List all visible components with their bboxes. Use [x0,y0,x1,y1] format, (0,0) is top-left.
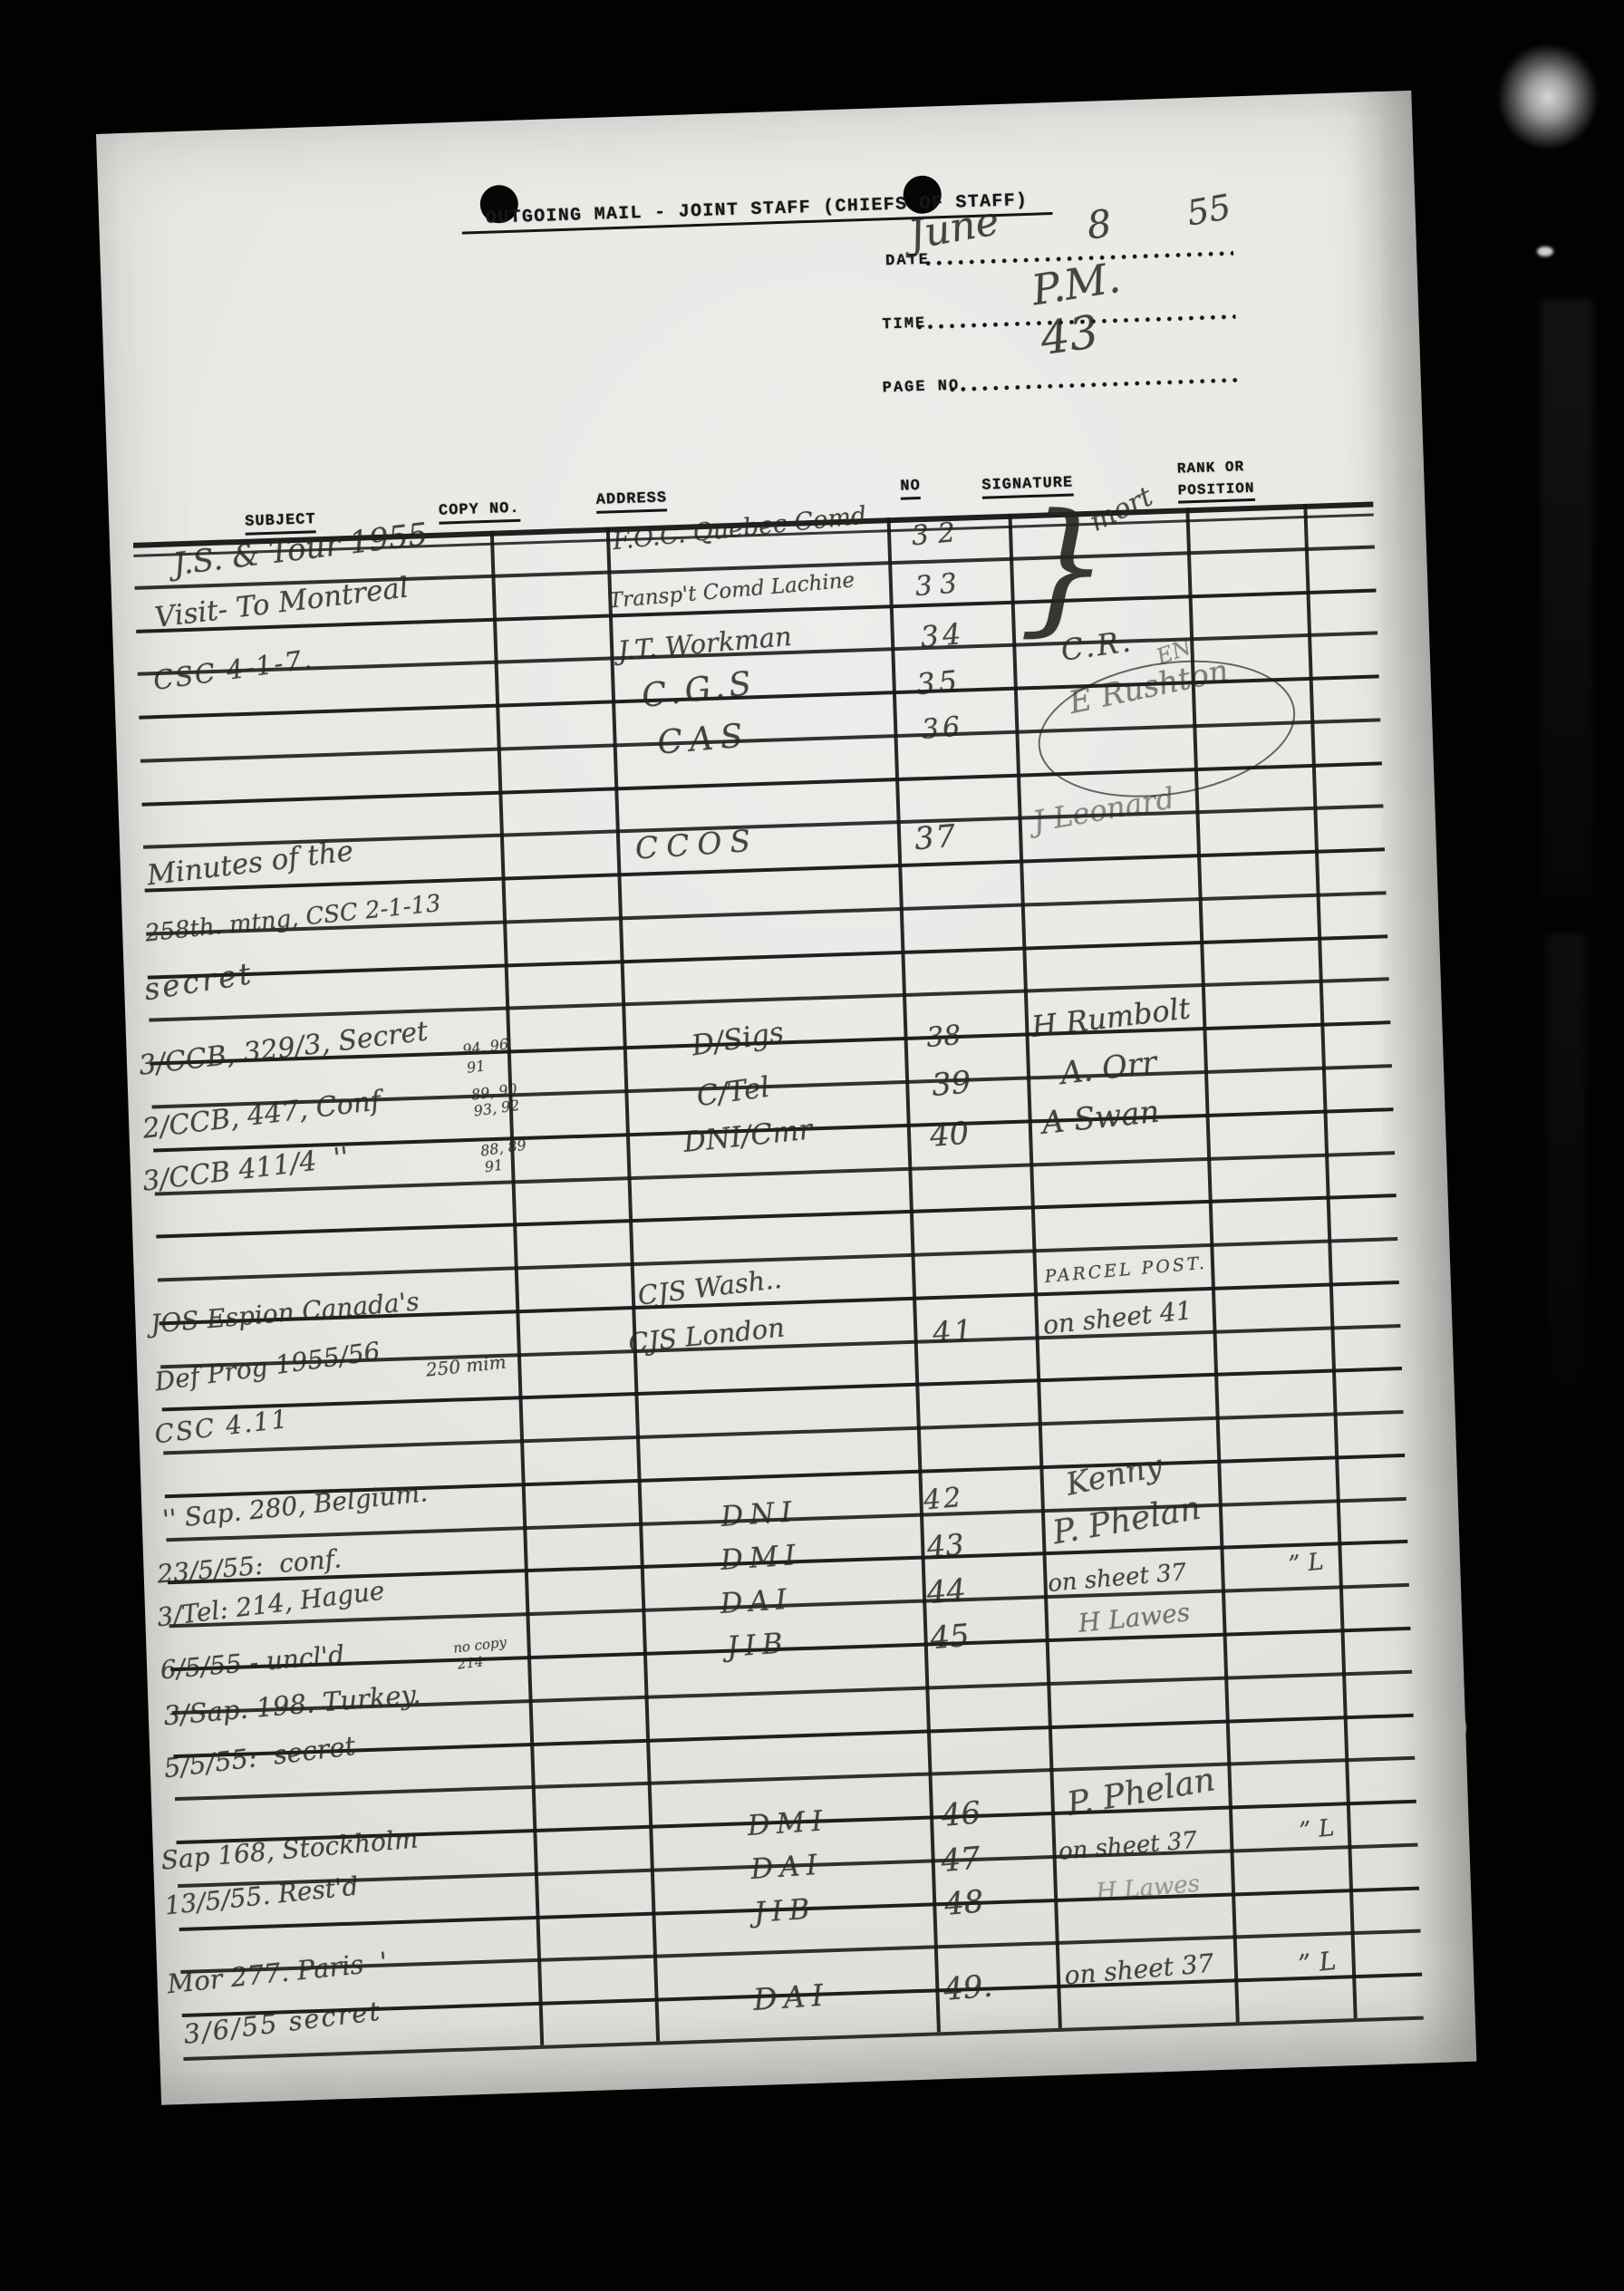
entry-37-subject-line2: 258th. mtng, CSC 2-1-13 [143,890,442,948]
entry-41-subject-line2: Def Prog 1955/56 [152,1336,382,1397]
date-value-day: 8 [1084,200,1115,248]
sig-48: H Lawes [1095,1870,1202,1907]
sig-39: A. Orr [1058,1044,1159,1093]
entry-49-address: DAI [751,1977,831,2018]
sig-47: on sheet 37 [1057,1826,1199,1866]
document-paper: OUTGOING MAIL - JOINT STAFF (CHIEFS OF S… [96,90,1477,2105]
entry-45-no: 45 [928,1617,972,1658]
col-header-address: ADDRESS [595,489,668,514]
entry-38-address: D/Sigs [689,1016,787,1063]
rank-47: ” L [1298,1814,1336,1845]
entry-49-subject: Mor 277. Paris ' [165,1946,390,2000]
entry-45-subject: 6/5/55 - uncl'd [159,1639,346,1686]
entry-34-address: J.T. Workman [616,620,793,667]
sig-46: P. Phelan [1064,1761,1218,1824]
entry-35-no: 35 [914,663,962,702]
entry-40-address: DNI/Cmr [682,1113,814,1159]
entry-37-no: 37 [913,817,959,858]
entry-39-subject: 2/CCB, 447, Conf [140,1085,382,1146]
col-header-rank-line2: POSITION [1177,479,1255,504]
date-value-month: June [904,198,1003,259]
sig-37: J Leonard [1030,780,1177,839]
sig-41-line1: PARCEL POST. [1043,1252,1208,1287]
entry-34-subject: CSC 4-1-7. [151,643,315,696]
entry-47-no: 47 [939,1840,982,1880]
film-speck-artifact [1537,246,1553,256]
film-streak-artifact [1546,933,1586,1405]
entry-43-subject: 23/5/55: conf. [155,1543,343,1590]
table-rule-v-5 [1303,503,1358,2019]
entry-40-copy-line1: 88, 89 [478,1136,527,1160]
typed-text-layer: OUTGOING MAIL - JOINT STAFF (CHIEFS OF S… [96,91,1411,536]
entry-44-address: DAI [719,1582,795,1621]
entry-44-no: 44 [925,1571,968,1612]
entry-34-no: 34 [919,616,966,655]
entry-45-subject-line3: 5/5/55: secret [161,1730,357,1784]
entry-42-address: DNI [720,1495,799,1533]
page-no-label: PAGE NO [882,377,961,398]
entry-41-address-line2: CJS London [626,1311,787,1359]
entry-39-address: C/Tel [694,1070,772,1114]
entry-42-no: 42 [922,1481,965,1517]
page-no-value: 43 [1037,304,1102,366]
time-value: P.M. [1028,252,1124,315]
entry-45-address: JIB [726,1627,790,1664]
entry-37-address: CCOS [633,822,760,866]
sig-34-initials: C.R. [1058,624,1136,668]
col-header-rank-line1: RANK OR [1176,459,1245,478]
table-grid [96,91,1424,2061]
entry-39-no: 39 [930,1064,972,1104]
entry-45-copy-line1: no copy [452,1633,508,1657]
entry-40-no: 40 [928,1115,971,1155]
entry-47-subject: Sap 168, Stockholm [160,1823,420,1876]
entry-41-no: 41 [931,1312,977,1351]
sig-45: H Lawes [1077,1597,1192,1638]
entry-48-subject: 13/5/55. Rest'd [163,1870,360,1921]
entry-47-address: DAI [749,1848,825,1887]
rank-44: ” L [1287,1548,1326,1580]
entry-45-copy-line2: 214 [456,1653,485,1673]
entry-48-address: JIB [752,1892,817,1929]
sig-38: H Rumbolt [1030,991,1193,1045]
film-glare-artifact [1497,44,1599,150]
entry-43-no: 43 [925,1527,966,1565]
entry-41-subject-line3: CSC 4.11 [152,1403,291,1450]
entry-32-no: 32 [910,516,966,553]
entry-49-subject-line2: 3/6/55 secret [181,1995,383,2050]
entry-38-subject: 3/CCB, 329/3, Secret [137,1015,430,1082]
page-no-leader-dots [949,377,1238,392]
entry-42-subject: '' Sap. 280, Belgium. [160,1477,430,1535]
entry-45-subject-line2: 3/Sap. 198. Turkey. [162,1678,422,1732]
entry-41-copy: 250 mim [424,1350,508,1381]
date-value-year: 55 [1184,186,1234,234]
rank-49: ” L [1296,1945,1338,1980]
sig-42: Kenny [1062,1447,1166,1503]
entry-43-address: DMI [719,1538,803,1577]
entry-37-subject-line3: secret [141,955,256,1008]
handwriting-layer: June 8 55 P.M. 43 J.S. & Tour 1955 Visit- To M… [96,91,1411,2050]
entry-48-no: 48 [942,1883,985,1923]
sig-40: A Swan [1039,1093,1162,1142]
col-header-copy-no: COPY NO. [438,499,521,525]
entry-38-no: 38- [924,1019,972,1055]
entry-46-address: DMI [746,1804,830,1843]
entry-49-no: 49. [942,1967,994,2009]
time-label: TIME [882,314,927,334]
entry-46-no: 46 [940,1794,982,1834]
entry-40-copy-line2: 91 [483,1155,505,1176]
film-streak-artifact [1541,299,1593,897]
entry-33-no: 33 [914,566,966,604]
entry-41-subject-line1: JOS Espion Canada's [149,1286,420,1339]
table-rule-v-0 [489,530,545,2045]
col-header-no: NO [900,478,922,500]
entry-38-copy-line2: 91 [465,1057,487,1077]
entry-35-address: C.G.S [639,664,759,716]
entry-33-address: Transp't Comd Lachine [607,568,856,614]
entry-39-copy-line2: 93, 92 [472,1096,521,1120]
entry-36-address: CAS [655,717,752,762]
entry-38-copy-line1: 94, 96 [461,1035,510,1059]
entry-36-no: 36 [920,710,965,747]
